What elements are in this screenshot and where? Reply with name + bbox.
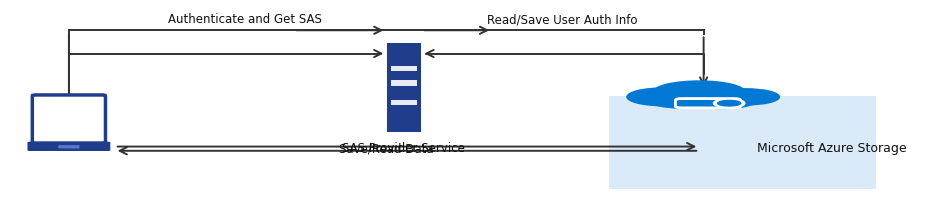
Circle shape — [690, 92, 757, 108]
FancyBboxPatch shape — [676, 99, 741, 108]
Text: SAS Provider Service: SAS Provider Service — [342, 142, 465, 155]
Circle shape — [650, 93, 713, 108]
FancyBboxPatch shape — [391, 100, 418, 105]
Circle shape — [718, 100, 741, 106]
FancyBboxPatch shape — [391, 66, 418, 71]
Circle shape — [627, 88, 701, 106]
Text: Read/Save User Auth Info: Read/Save User Auth Info — [487, 13, 637, 26]
FancyBboxPatch shape — [391, 80, 418, 85]
Text: Microsoft Azure Storage: Microsoft Azure Storage — [757, 142, 906, 155]
Circle shape — [712, 89, 779, 105]
FancyBboxPatch shape — [387, 43, 420, 132]
Text: Authenticate and Get SAS: Authenticate and Get SAS — [169, 13, 322, 26]
FancyBboxPatch shape — [59, 145, 79, 148]
Text: Save/Read Data: Save/Read Data — [339, 142, 433, 155]
FancyBboxPatch shape — [33, 95, 105, 143]
Circle shape — [653, 81, 745, 103]
FancyBboxPatch shape — [27, 142, 110, 151]
FancyBboxPatch shape — [610, 96, 875, 189]
Circle shape — [714, 100, 744, 107]
